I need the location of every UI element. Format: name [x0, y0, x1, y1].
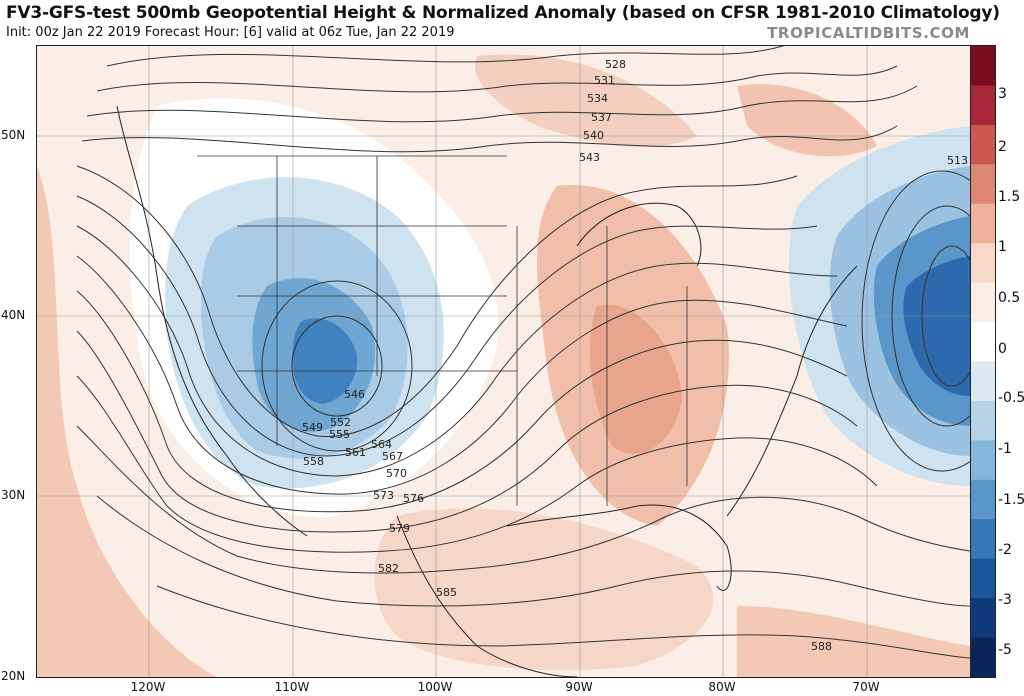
contour-label-513: 513: [947, 154, 968, 167]
colorbar-swatch: [971, 440, 995, 481]
anomaly-map: 513 528 531 534 537 540 543 546 549 552 …: [37, 46, 970, 677]
colorbar-swatch: [971, 322, 995, 362]
lon-label-110w: 110W: [274, 680, 310, 694]
colorbar-swatch: [971, 479, 995, 520]
colorbar-swatch: [971, 282, 995, 323]
contour-label-552: 552: [330, 416, 351, 429]
lon-label-100w: 100W: [417, 680, 453, 694]
map-panel: 513 528 531 534 537 540 543 546 549 552 …: [36, 45, 971, 678]
contour-label-570: 570: [386, 467, 407, 480]
contour-label-585: 585: [436, 586, 457, 599]
colorbar-label-neg-2: -2: [998, 542, 1012, 558]
colorbar-label-neg-1-5: -1.5: [998, 492, 1024, 508]
contour-label-540: 540: [583, 129, 604, 142]
lat-label-20n: 20N: [1, 669, 26, 683]
colorbar-swatches: [971, 46, 995, 678]
warm-anomaly-west: [37, 166, 217, 677]
warm-anomaly-gulf: [374, 508, 714, 671]
contour-label-564: 564: [371, 438, 392, 451]
contour-label-537: 537: [591, 111, 612, 124]
colorbar-swatch: [971, 400, 995, 441]
colorbar-swatch: [971, 558, 995, 599]
contour-label-549: 549: [302, 421, 323, 434]
contour-label-531: 531: [594, 74, 615, 87]
contour-label-576: 576: [403, 492, 424, 505]
colorbar-label-neg-0-5: -0.5: [998, 390, 1024, 406]
colorbar-swatch: [971, 519, 995, 560]
warm-anomaly-core: [589, 304, 682, 454]
contour-labels: 513 528 531 534 537 540 543 546 549 552 …: [302, 58, 968, 653]
chart-title: FV3-GFS-test 500mb Geopotential Height &…: [6, 3, 1000, 23]
colorbar-swatch: [971, 361, 995, 402]
colorbar-label-neg-5: -5: [998, 642, 1012, 658]
contour-label-573: 573: [373, 489, 394, 502]
colorbar-swatch: [971, 46, 995, 86]
colorbar-swatch: [971, 124, 995, 165]
height-contours: [76, 46, 970, 659]
lon-label-70w: 70W: [852, 680, 880, 694]
contour-label-534: 534: [587, 92, 608, 105]
colorbar-label-1-5: 1.5: [998, 189, 1021, 205]
lon-label-80w: 80W: [708, 680, 736, 694]
colorbar-label-0: 0: [998, 341, 1007, 357]
colorbar-swatch: [971, 203, 995, 244]
anomaly-colorbar: [970, 45, 996, 678]
chart-subtitle: Init: 00z Jan 22 2019 Forecast Hour: [6]…: [6, 25, 455, 40]
warm-anomaly-north: [475, 54, 697, 147]
lon-label-90w: 90W: [565, 680, 593, 694]
colorbar-swatch: [971, 85, 995, 126]
contour-label-558: 558: [303, 455, 324, 468]
colorbar-label-2: 2: [998, 139, 1007, 155]
lon-label-120w: 120W: [130, 680, 166, 694]
colorbar-label-neg-3: -3: [998, 592, 1012, 608]
lat-label-50n: 50N: [1, 128, 26, 142]
contour-label-555: 555: [329, 428, 350, 441]
lat-label-30n: 30N: [1, 488, 26, 502]
colorbar-label-neg-1: -1: [998, 441, 1012, 457]
cold-anomaly-northeast-core: [903, 256, 970, 396]
colorbar-label-0-5: 0.5: [998, 290, 1021, 306]
cold-anomaly-southwest-core: [292, 318, 358, 404]
contour-label-546: 546: [344, 388, 365, 401]
contour-label-588: 588: [811, 640, 832, 653]
state-borders: [197, 155, 688, 506]
contour-label-582: 582: [378, 562, 399, 575]
colorbar-swatch: [971, 637, 995, 678]
contour-label-561: 561: [345, 446, 366, 459]
contour-label-528: 528: [605, 58, 626, 71]
colorbar-swatch: [971, 243, 995, 284]
colorbar-label-1: 1: [998, 239, 1007, 255]
contour-label-567: 567: [382, 450, 403, 463]
colorbar-swatch: [971, 598, 995, 639]
contour-label-543: 543: [579, 151, 600, 164]
colorbar-swatch: [971, 164, 995, 205]
lat-label-40n: 40N: [1, 308, 26, 322]
colorbar-label-3: 3: [998, 86, 1007, 102]
contour-label-579: 579: [389, 522, 410, 535]
brand-watermark: TROPICALTIDBITS.COM: [767, 24, 970, 42]
